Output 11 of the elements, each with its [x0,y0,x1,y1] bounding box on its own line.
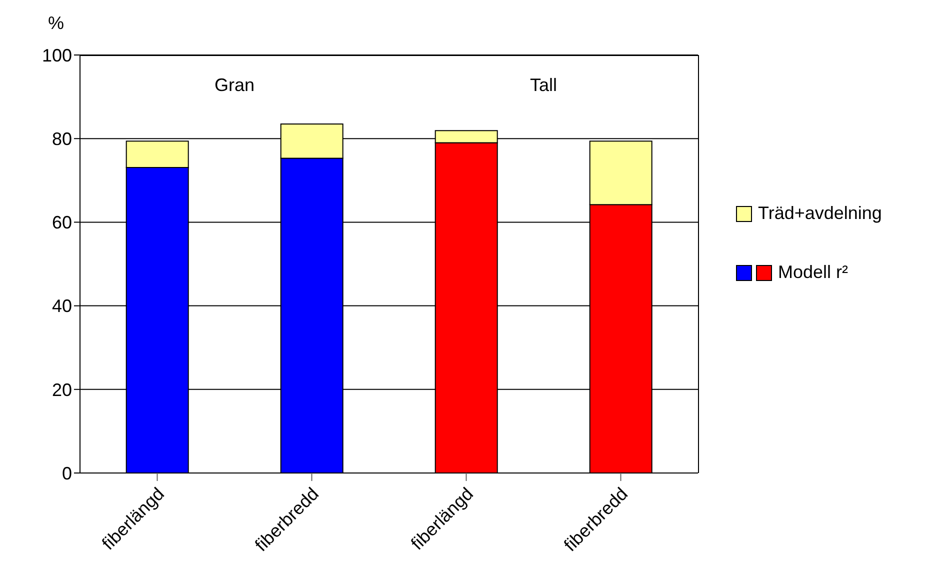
y-tick-label: 20 [52,380,72,400]
annotation: Tall [528,75,558,96]
y-axis-title: % [48,13,64,34]
y-tick-label: 80 [52,128,72,149]
annotation: Gran [213,75,256,96]
legend-label: Modell r² [778,262,848,283]
y-tick-label: 60 [52,212,72,233]
legend-label: Träd+avdelning [758,203,882,224]
y-tick-label: 100 [42,45,72,66]
y-tick-label: 0 [62,463,72,484]
y-tick-label: 40 [52,296,72,316]
